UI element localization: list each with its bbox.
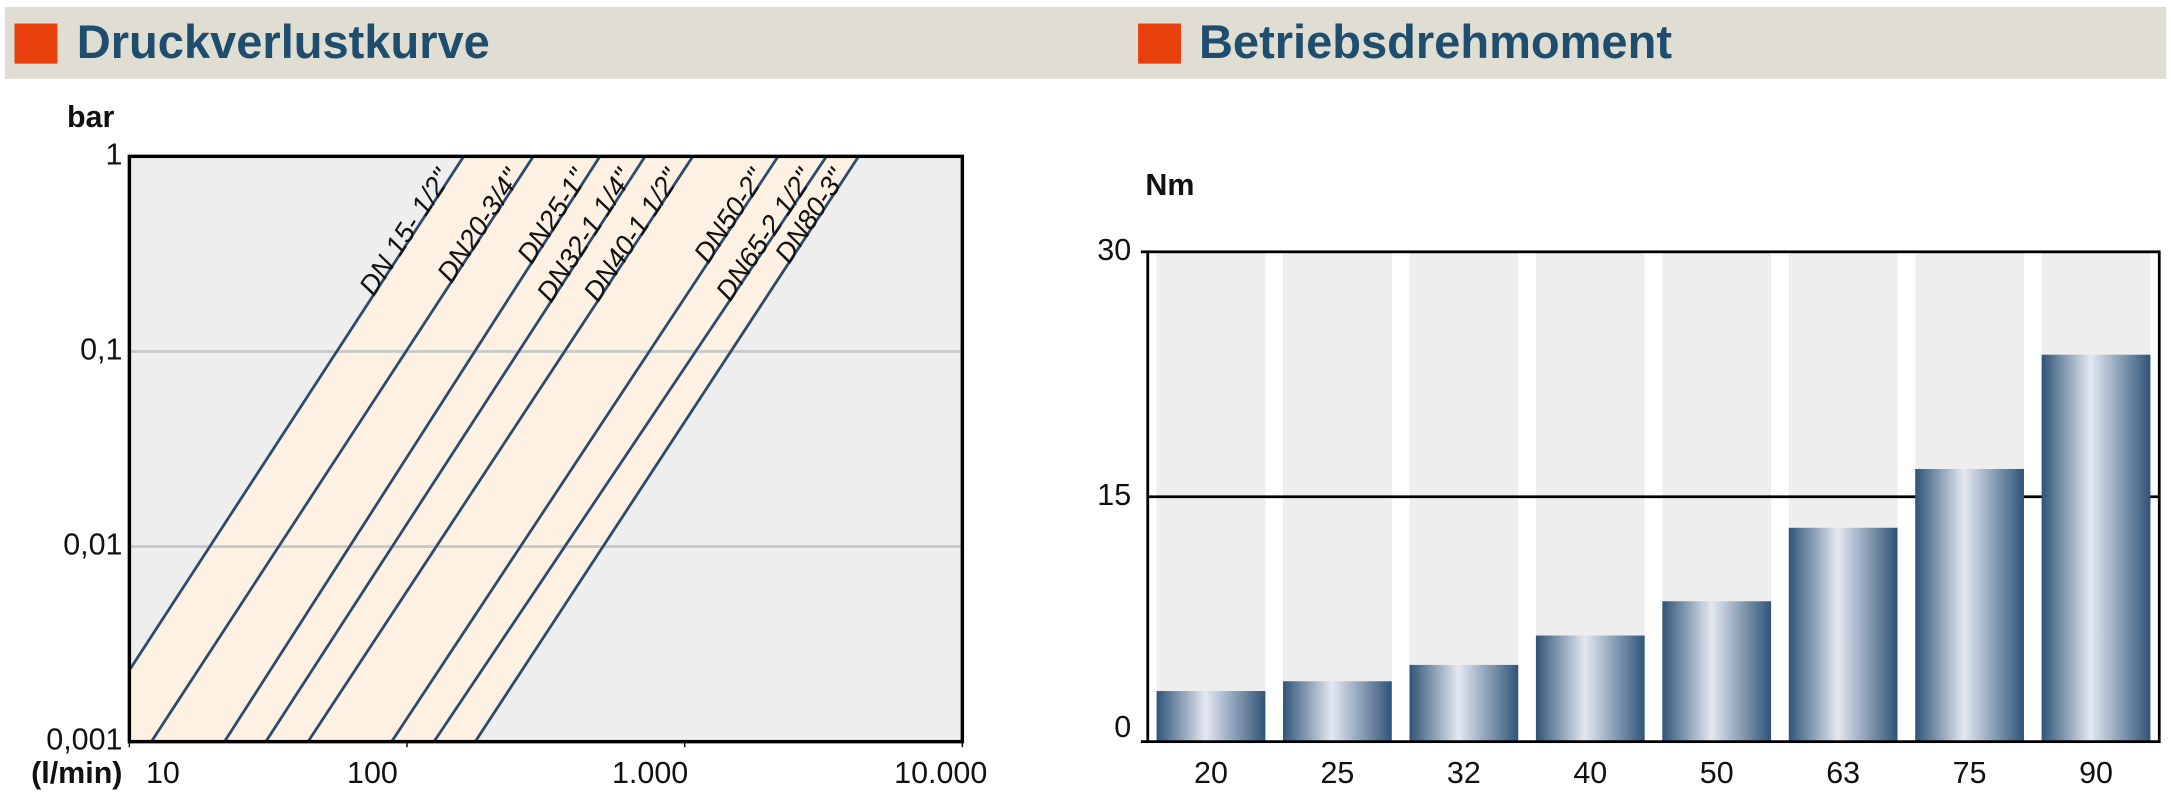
y-tick-label: 0 — [1114, 710, 1131, 744]
y-axis-label: Nm — [1145, 168, 1194, 202]
band — [129, 156, 859, 742]
bar — [1409, 664, 1519, 742]
y-tick-label: 1 — [106, 137, 123, 171]
plot-frame — [127, 154, 965, 744]
curve — [390, 156, 780, 742]
y-tick-label: 0,001 — [46, 723, 122, 757]
bar — [1915, 468, 2024, 742]
curve — [150, 156, 535, 742]
y-tick-label: 0,01 — [63, 528, 122, 562]
x-axis-label: (l/min) — [31, 756, 122, 790]
y-tick-label: 15 — [1097, 478, 1131, 512]
bar — [2041, 354, 2151, 742]
curve — [306, 156, 695, 742]
curve-group — [129, 156, 963, 742]
x-tick-label: 1.000 — [612, 756, 688, 790]
x-tick-label: 25 — [1320, 756, 1354, 790]
title-icon — [14, 23, 58, 64]
curve — [432, 156, 828, 742]
x-tick-label: 20 — [1194, 756, 1228, 790]
x-tick-label: 40 — [1573, 756, 1607, 790]
x-tick-label: 50 — [1700, 756, 1734, 790]
x-tick-label: 75 — [1953, 756, 1987, 790]
curve — [129, 156, 465, 673]
y-tick-label: 30 — [1097, 233, 1131, 267]
x-tick-label: 10.000 — [894, 756, 987, 790]
x-tick-label: 100 — [347, 756, 398, 790]
x-tick-label: 90 — [2079, 756, 2113, 790]
curve — [264, 156, 647, 742]
curve — [223, 156, 602, 742]
bar — [1283, 681, 1392, 742]
curve — [474, 156, 860, 742]
plot-frame — [1146, 250, 2161, 744]
chart-title: Druckverlustkurve — [77, 15, 490, 68]
x-tick-label: 32 — [1447, 756, 1481, 790]
y-tick-label: 0,1 — [80, 333, 122, 367]
bar — [1535, 635, 1645, 742]
x-tick-label: 10 — [146, 756, 180, 790]
bar — [1662, 601, 1772, 742]
bar — [1156, 691, 1266, 742]
x-tick-label: 63 — [1826, 756, 1860, 790]
title-icon — [1138, 23, 1181, 64]
y-axis-label: bar — [67, 100, 115, 134]
bar — [1788, 527, 1898, 742]
header-banner — [4, 6, 2167, 79]
chart-title: Betriebsdrehmoment — [1199, 15, 1672, 68]
